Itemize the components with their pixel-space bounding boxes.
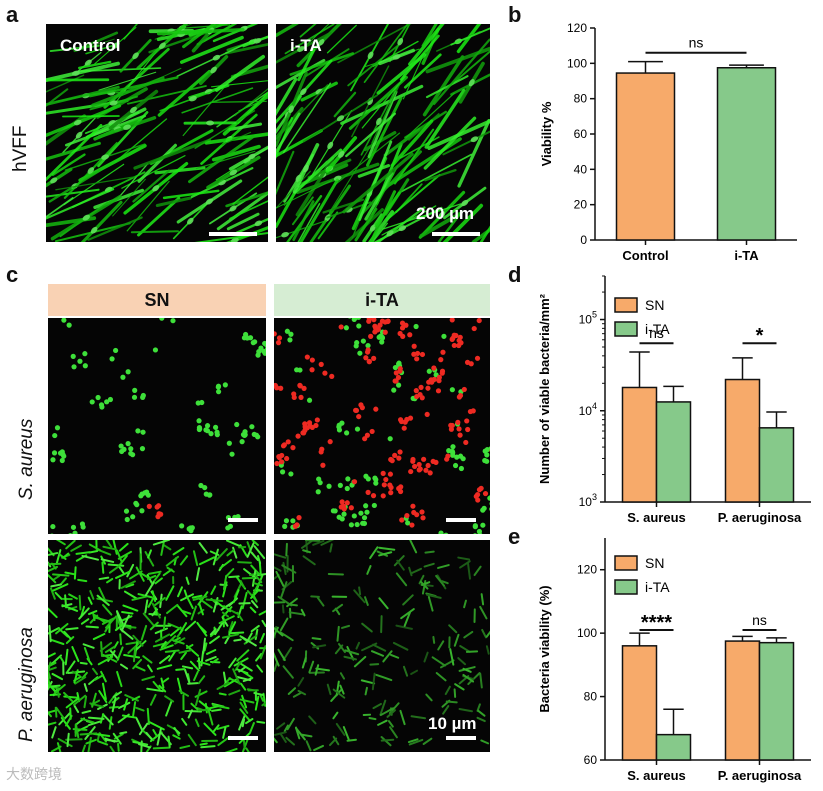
- micrograph-label: i-TA: [290, 36, 322, 55]
- bacteria-pattern: [274, 540, 490, 752]
- scale-bar: [446, 518, 476, 522]
- bar-p-aeruginosa-0: [724, 640, 761, 761]
- y-axis-label: Number of viable bacteria/mm²: [537, 293, 552, 484]
- y-tick-label: 100: [567, 56, 587, 70]
- panel-a-letter: a: [6, 2, 19, 27]
- bacteria-cells: [274, 318, 490, 534]
- column-header-sn: SN: [48, 284, 266, 316]
- y-tick-label: 80: [584, 690, 598, 704]
- bar-s-aureus-0: [621, 645, 658, 761]
- legend-label: SN: [645, 297, 664, 313]
- y-tick-label: 80: [574, 92, 588, 106]
- fibroblast-pattern: [276, 24, 490, 242]
- significance-label: ****: [641, 612, 672, 634]
- legend-label: SN: [645, 555, 664, 571]
- bacteria-cells: [50, 318, 266, 534]
- scale-bar-label: 10 µm: [428, 714, 477, 733]
- bar-p-aeruginosa-1: [758, 641, 795, 761]
- scale-bar: [228, 518, 258, 522]
- x-tick-label: i-TA: [734, 248, 759, 263]
- row-label-p-aeruginosa: P. aeruginosa: [16, 627, 37, 742]
- bacteria-cells: [48, 540, 266, 752]
- y-axis-label: Bacteria viability (%): [537, 585, 552, 712]
- fibroblast-pattern: [46, 24, 268, 242]
- y-tick-label: 60: [574, 127, 588, 141]
- scale-bar: [432, 232, 480, 236]
- micrograph-paeruginosa-ita: 10 µm: [274, 540, 490, 752]
- micrograph-label: Control: [60, 36, 121, 55]
- panel-d-letter: d: [508, 262, 522, 287]
- watermark: 大数跨境: [6, 766, 62, 782]
- fibroblast-cells: [46, 24, 268, 242]
- panel-e-letter: e: [508, 524, 521, 549]
- y-tick-label: 40: [574, 162, 588, 176]
- y-tick-label: 20: [574, 198, 588, 212]
- row-label-s-aureus: S. aureus: [16, 418, 37, 500]
- panel-c-letter: c: [6, 262, 19, 287]
- significance-label: *: [756, 325, 764, 347]
- bacteria-pattern: [274, 318, 490, 534]
- legend-label: i-TA: [645, 579, 670, 595]
- bar-p-aeruginosa-0: [724, 378, 761, 503]
- chart-b: 0 20 40 60 80 100 120 Viability % Control i-TA ns: [539, 21, 797, 263]
- x-tick-label: S. aureus: [627, 768, 686, 783]
- significance-label: ns: [649, 325, 664, 341]
- micrograph-saureus-sn: [48, 318, 266, 534]
- legend-swatch: [614, 555, 638, 571]
- significance-label: ns: [689, 35, 704, 51]
- y-tick-label: 105: [579, 310, 597, 327]
- legend-swatch: [614, 579, 638, 595]
- y-tick-label: 0: [580, 233, 587, 247]
- y-tick-label: 120: [577, 563, 597, 577]
- x-tick-label: P. aeruginosa: [718, 768, 802, 783]
- bar-s-aureus-0: [621, 386, 658, 503]
- y-tick-label: 103: [579, 492, 597, 509]
- y-tick-label: 104: [579, 401, 597, 418]
- x-tick-label: P. aeruginosa: [718, 510, 802, 525]
- bar-p-aeruginosa-1: [758, 427, 795, 503]
- significance-label: ns: [752, 612, 767, 628]
- scale-bar: [446, 736, 476, 740]
- scale-bar-label: 200 µm: [416, 204, 474, 223]
- bacteria-pattern: [50, 318, 266, 534]
- bar-s-aureus-1: [655, 733, 692, 761]
- legend-label: i-TA: [645, 321, 670, 337]
- y-tick-label: 60: [584, 753, 598, 767]
- micrograph-hvff-control: Control: [46, 24, 268, 242]
- chart-e: 60 80 100 120 Bacteria viability (%) S. aureu…: [537, 538, 811, 783]
- chart-d: 103 104 105 Number of viable bacteria/mm² S.…: [537, 275, 811, 525]
- scale-bar: [228, 736, 258, 740]
- bar-i-ta-0: [716, 67, 777, 241]
- panel-b-letter: b: [508, 2, 522, 27]
- bacteria-pattern: [48, 540, 266, 752]
- panel-a-row-label: hVFF: [10, 125, 31, 172]
- y-tick-label: 120: [567, 21, 587, 35]
- column-header-ita: i-TA: [274, 284, 490, 316]
- y-axis-label: Viability %: [539, 101, 554, 166]
- micrograph-hvff-ita: i-TA 200 µm: [276, 24, 490, 242]
- bar-s-aureus-1: [655, 401, 692, 503]
- y-tick-label: 100: [577, 626, 597, 640]
- scale-bar: [209, 232, 257, 236]
- x-tick-label: S. aureus: [627, 510, 686, 525]
- micrograph-saureus-ita: [274, 318, 490, 534]
- bar-control-0: [615, 72, 676, 241]
- bacteria-cells: [274, 540, 490, 752]
- micrograph-paeruginosa-sn: [48, 540, 266, 752]
- fibroblast-cells: [276, 24, 490, 242]
- x-tick-label: Control: [622, 248, 668, 263]
- legend-swatch: [614, 321, 638, 337]
- legend-swatch: [614, 297, 638, 313]
